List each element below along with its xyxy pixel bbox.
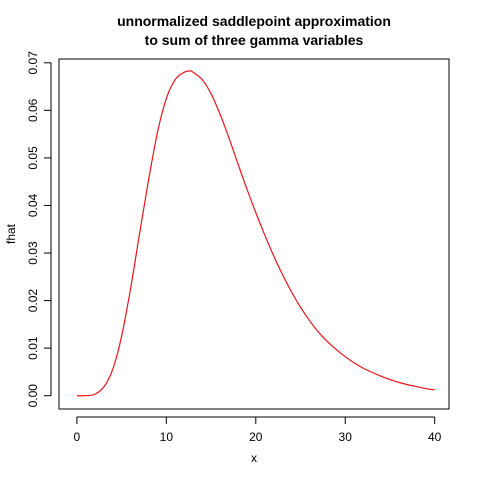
y-tick-label: 0.02 — [26, 289, 40, 313]
y-tick-label: 0.05 — [26, 146, 40, 170]
x-tick-label: 20 — [249, 430, 263, 444]
y-tick-label: 0.04 — [26, 193, 40, 217]
x-tick-label: 30 — [339, 430, 353, 444]
x-tick-label: 10 — [160, 430, 174, 444]
x-tick-label: 40 — [428, 430, 442, 444]
y-tick-label: 0.00 — [26, 384, 40, 408]
x-axis-label: x — [251, 451, 257, 465]
y-axis: 0.00 0.01 0.02 0.03 0.04 0.05 0.06 0.07 — [26, 51, 52, 408]
y-tick-label: 0.07 — [26, 51, 40, 75]
x-axis: 0 10 20 30 40 — [74, 416, 442, 444]
y-tick-label: 0.06 — [26, 98, 40, 122]
y-tick-label: 0.01 — [26, 336, 40, 360]
chart-title-line-1: unnormalized saddlepoint approximation — [117, 13, 391, 29]
series-layer — [76, 70, 435, 397]
plot-frame — [58, 58, 450, 410]
chart-title: unnormalized saddlepoint approximation t… — [117, 13, 391, 48]
x-tick-label: 0 — [74, 430, 81, 444]
series-line — [76, 70, 435, 397]
chart-title-line-2: to sum of three gamma variables — [145, 32, 364, 48]
y-axis-label: fhat — [4, 223, 18, 244]
y-tick-label: 0.03 — [26, 241, 40, 265]
